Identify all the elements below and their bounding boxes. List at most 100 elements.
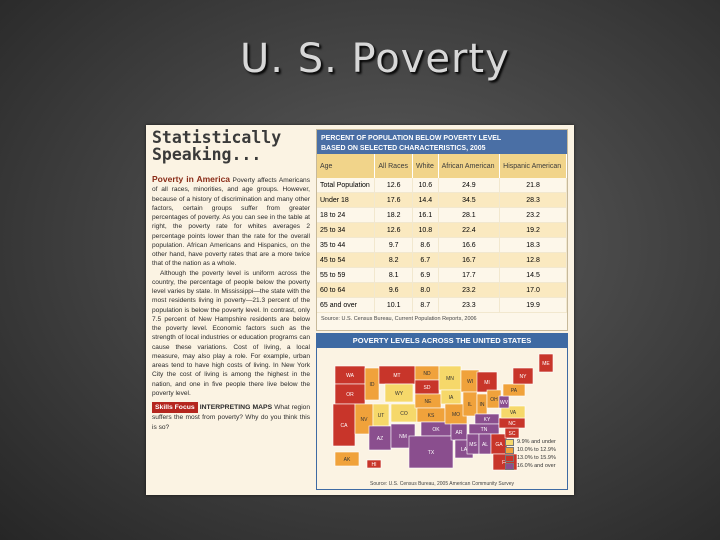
- map-source: Source: U.S. Census Bureau, 2005 America…: [370, 481, 514, 487]
- table-cell: 6.7: [412, 252, 439, 268]
- state-label: TX: [428, 450, 435, 456]
- paragraph-1: Poverty in America Poverty affects Ameri…: [152, 174, 310, 269]
- state-label: OK: [432, 427, 440, 433]
- state-label: MT: [393, 373, 400, 379]
- state-label: WY: [395, 391, 404, 397]
- legend-label: 13.0% to 15.9%: [517, 455, 556, 461]
- state-label: OR: [346, 392, 354, 398]
- table-row: 25 to 34 12.6 10.8 22.4 19.2: [317, 222, 567, 238]
- paragraph-2: Although the poverty level is uniform ac…: [152, 269, 310, 397]
- textbook-page: Statistically Speaking... Poverty in Ame…: [146, 125, 574, 495]
- table-title: PERCENT OF POPULATION BELOW POVERTY LEVE…: [317, 130, 567, 154]
- legend-swatch: [505, 454, 514, 462]
- state-label: VA: [510, 410, 517, 416]
- skills-focus-question: What region suffers the most from povert…: [152, 404, 310, 431]
- table-row: 45 to 54 8.2 6.7 16.7 12.8: [317, 252, 567, 268]
- state-label: ND: [423, 371, 431, 377]
- table-cell: 35 to 44: [317, 237, 376, 253]
- table-cell: 10.8: [412, 222, 439, 238]
- table-cell: 12.8: [499, 252, 567, 268]
- state-tx: [408, 435, 454, 469]
- table-cell: 18.2: [374, 207, 413, 223]
- column-header: Age: [317, 154, 376, 178]
- state-label: AZ: [377, 436, 383, 442]
- state-label: NY: [520, 374, 528, 380]
- table-row: Under 18 17.6 14.4 34.5 28.3: [317, 192, 567, 208]
- table-cell: 28.1: [438, 207, 501, 223]
- state-label: OH: [490, 397, 498, 403]
- state-label: AR: [456, 430, 463, 436]
- legend-item: 9.9% and under: [505, 438, 556, 446]
- table-title-line-2: BASED ON SELECTED CHARACTERISTICS, 2005: [321, 144, 486, 152]
- table-cell: Total Population: [317, 178, 376, 193]
- paragraph-1-text: Poverty affects Americans of all races, …: [152, 177, 310, 268]
- poverty-map: POVERTY LEVELS ACROSS THE UNITED STATES …: [316, 333, 568, 490]
- table-row: 18 to 24 18.2 16.1 28.1 23.2: [317, 207, 567, 223]
- table-cell: 8.2: [374, 252, 413, 268]
- table-cell: 55 to 59: [317, 267, 376, 283]
- table-row: 65 and over 10.1 8.7 23.3 19.9: [317, 297, 567, 313]
- table-cell: 65 and over: [317, 297, 376, 313]
- legend-label: 16.0% and over: [517, 463, 556, 469]
- us-map: WA OR CA NV ID MT WY UT AZ CO NM ND SD NE KS OK TX MN IA MO…: [332, 353, 554, 471]
- legend-label: 9.9% and under: [517, 439, 556, 445]
- table-cell: 10.6: [412, 178, 439, 193]
- skills-focus-badge: Skills Focus: [152, 402, 198, 414]
- state-label: IL: [468, 402, 472, 408]
- state-label: NC: [508, 421, 516, 427]
- table-cell: 9.7: [374, 237, 413, 253]
- table-cell: 24.9: [438, 178, 501, 193]
- map-title: POVERTY LEVELS ACROSS THE UNITED STATES: [317, 334, 567, 348]
- state-label: SC: [509, 431, 516, 437]
- state-wy: [384, 383, 414, 403]
- state-label: CO: [400, 411, 408, 417]
- feature-title: Statistically Speaking...: [152, 128, 282, 164]
- table-row: 60 to 64 9.6 8.0 23.2 17.0: [317, 282, 567, 298]
- table-cell: 18.3: [499, 237, 567, 253]
- table-cell: 6.9: [412, 267, 439, 283]
- table-cell: 14.5: [499, 267, 567, 283]
- state-label: UT: [378, 413, 385, 419]
- table-cell: 23.2: [499, 207, 567, 223]
- table-cell: 19.9: [499, 297, 567, 313]
- state-label: WI: [467, 379, 473, 385]
- state-label: MI: [484, 380, 490, 386]
- map-legend: 9.9% and under 10.0% to 12.9% 13.0% to 15.…: [505, 438, 556, 470]
- table-cell: 22.4: [438, 222, 501, 238]
- state-label: NM: [399, 434, 407, 440]
- state-label: WA: [346, 373, 355, 379]
- table-cell: 18 to 24: [317, 207, 376, 223]
- table-title-line-1: PERCENT OF POPULATION BELOW POVERTY LEVE…: [321, 135, 502, 142]
- skills-focus-heading: INTERPRETING MAPS: [199, 404, 273, 411]
- column-header: White: [412, 154, 439, 178]
- legend-swatch: [505, 462, 514, 470]
- state-label: NV: [361, 417, 369, 423]
- legend-swatch: [505, 446, 514, 454]
- legend-item: 16.0% and over: [505, 462, 556, 470]
- table-cell: 25 to 34: [317, 222, 376, 238]
- table-cell: 16.1: [412, 207, 439, 223]
- state-label: LA: [461, 447, 468, 453]
- table-cell: 19.2: [499, 222, 567, 238]
- state-label: ME: [542, 361, 550, 367]
- table-cell: 8.1: [374, 267, 413, 283]
- table-row: 55 to 59 8.1 6.9 17.7 14.5: [317, 267, 567, 283]
- state-label: KS: [428, 413, 435, 419]
- table-cell: 28.3: [499, 192, 567, 208]
- table-cell: 34.5: [438, 192, 501, 208]
- state-label: WV: [500, 400, 509, 406]
- column-header: African American: [438, 154, 501, 178]
- table-cell: 23.3: [438, 297, 501, 313]
- table-cell: 9.6: [374, 282, 413, 298]
- table-row: Total Population 12.6 10.6 24.9 21.8: [317, 178, 567, 193]
- slide-title: U. S. Poverty: [240, 36, 510, 82]
- skills-focus: Skills Focus INTERPRETING MAPS What regi…: [152, 402, 310, 432]
- state-label: MS: [469, 442, 477, 448]
- table-cell: 12.6: [374, 178, 413, 193]
- legend-item: 10.0% to 12.9%: [505, 446, 556, 454]
- state-label: IA: [449, 395, 454, 401]
- table-cell: 17.7: [438, 267, 501, 283]
- state-label: CA: [341, 423, 349, 429]
- table-cell: 8.6: [412, 237, 439, 253]
- state-me: [538, 353, 554, 373]
